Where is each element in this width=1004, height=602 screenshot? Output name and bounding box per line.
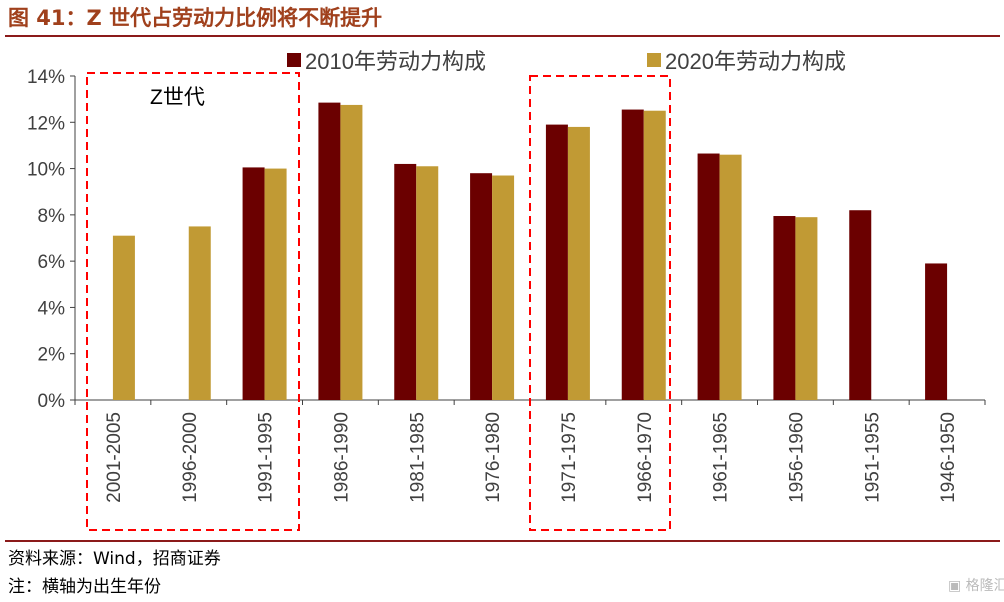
- x-tick-label: 1971-1975: [559, 412, 580, 503]
- x-tick-label: 1951-1955: [862, 412, 883, 503]
- bar-2020-1966-1970: [643, 110, 666, 400]
- bar-2020-1956-1960: [795, 217, 818, 400]
- legend-label-2020: 2020年劳动力构成: [665, 49, 846, 74]
- x-tick-label: 1991-1995: [256, 412, 277, 503]
- bar-2010-1966-1970: [621, 109, 644, 401]
- y-tick-label: 10%: [27, 160, 65, 181]
- bar-2010-1981-1985: [394, 163, 417, 400]
- bar-2010-1971-1975: [545, 124, 568, 400]
- legend-label-2010: 2010年劳动力构成: [305, 49, 486, 74]
- chart-title: 图 41：Z 世代占劳动力比例将不断提升: [8, 6, 382, 30]
- y-tick-label: 0%: [38, 391, 66, 412]
- bars: [112, 102, 948, 401]
- watermark-logo: ▣ 格隆汇: [948, 578, 1004, 594]
- x-tick-label: 1996-2000: [180, 412, 201, 503]
- legend-swatch-2020: [647, 53, 661, 67]
- x-tick-label: 2001-2005: [104, 412, 125, 503]
- bar-2010-1956-1960: [773, 216, 796, 400]
- source-text: 资料来源：Wind，招商证券: [8, 549, 221, 569]
- bar-2020-1981-1985: [416, 166, 439, 400]
- y-tick-label: 2%: [38, 345, 66, 366]
- bar-2010-1986-1990: [318, 102, 341, 400]
- highlight-box-1966-1975: [529, 75, 671, 531]
- legend-swatch-2010: [287, 53, 301, 67]
- x-tick-labels: 2001-2005 1996-2000 1991-1995 1986-1990 1981…: [104, 412, 959, 503]
- x-tick-label: 1976-1980: [483, 412, 504, 503]
- x-tick-label: 1956-1960: [786, 412, 807, 503]
- note-text: 注：横轴为出生年份: [8, 577, 161, 597]
- x-tick-label: 1946-1950: [938, 412, 959, 503]
- highlight-box-gen-z: [86, 72, 300, 531]
- bar-2020-1961-1965: [719, 154, 742, 400]
- x-tick-label: 1966-1970: [635, 412, 656, 503]
- legend: 2010年劳动力构成 2020年劳动力构成: [287, 49, 846, 74]
- annotation-gen-z: Z世代: [150, 86, 205, 109]
- bar-2020-1971-1975: [567, 126, 590, 401]
- bar-2010-1951-1955: [849, 210, 872, 400]
- y-tick-label: 14%: [27, 67, 65, 88]
- y-tick-label: 12%: [27, 113, 65, 134]
- bar-2010-1961-1965: [697, 153, 720, 400]
- bar-2020-1986-1990: [340, 104, 363, 400]
- bar-2020-1976-1980: [492, 175, 515, 400]
- x-tick-label: 1961-1965: [711, 412, 732, 503]
- bar-2020-1996-2000: [188, 226, 211, 400]
- bar-2010-1991-1995: [242, 167, 265, 400]
- y-tick-labels: 0% 2% 4% 6% 8% 10% 12% 14%: [27, 67, 65, 412]
- x-tick-label: 1986-1990: [331, 412, 352, 503]
- y-tick-label: 6%: [38, 252, 66, 273]
- x-tick-label: 1981-1985: [407, 412, 428, 503]
- bar-2010-1976-1980: [470, 173, 493, 400]
- bar-2020-1991-1995: [264, 168, 287, 400]
- y-tick-label: 4%: [38, 298, 66, 319]
- y-tick-label: 8%: [38, 206, 66, 227]
- bar-2010-1946-1950: [925, 263, 948, 400]
- bar-2020-2001-2005: [112, 235, 135, 400]
